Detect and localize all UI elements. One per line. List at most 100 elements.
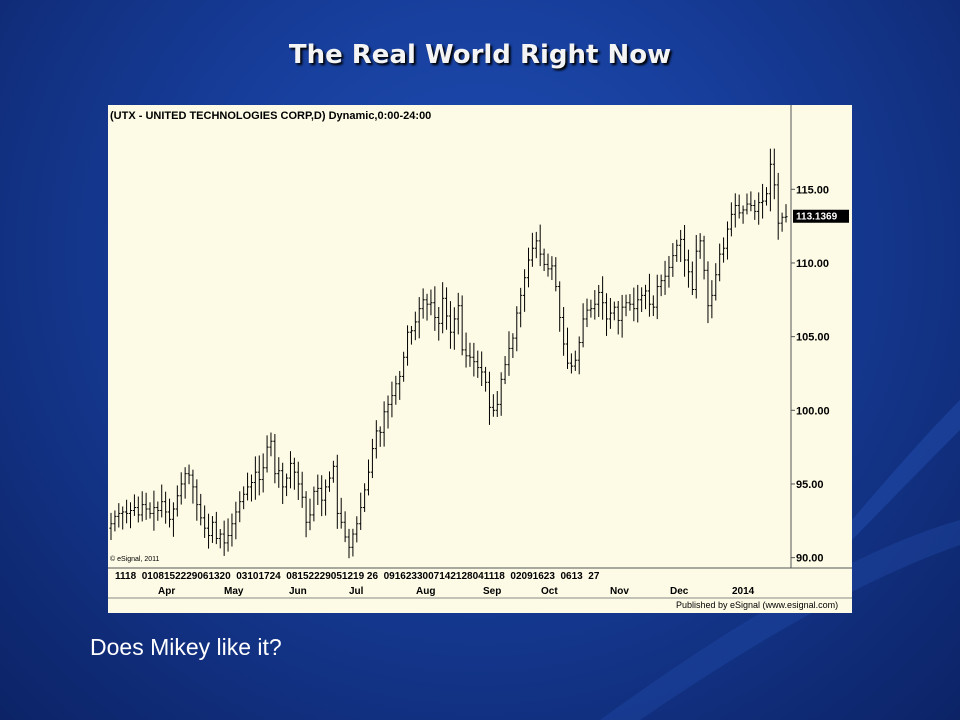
price-bar (601, 276, 605, 320)
price-bar (464, 332, 468, 368)
price-bar (253, 456, 257, 500)
price-bar (296, 461, 300, 500)
price-bar (737, 194, 741, 219)
price-bar (597, 284, 601, 317)
price-bar (312, 486, 316, 522)
price-bar (171, 502, 176, 537)
price-bar (694, 234, 698, 299)
price-bar (690, 261, 694, 296)
price-bar (448, 301, 453, 349)
x-month-label: Nov (610, 586, 629, 597)
price-bar (632, 287, 636, 322)
price-bar (503, 356, 507, 385)
price-bar (156, 501, 160, 521)
price-bar (261, 453, 265, 493)
price-bar (511, 333, 515, 358)
price-bar (593, 290, 597, 320)
price-bar (245, 472, 250, 501)
price-bar (569, 353, 574, 374)
price-bar (421, 288, 425, 319)
price-bar (234, 501, 238, 540)
price-bar (187, 464, 191, 485)
price-bar (760, 183, 765, 219)
price-bar (281, 462, 285, 505)
price-bar (612, 301, 616, 321)
price-bar (444, 287, 449, 330)
y-axis: 90.00 95.00 100.00 105.00 110.00 115.00 (791, 184, 830, 565)
price-bar (764, 187, 769, 206)
price-bar (780, 212, 784, 232)
price-bar (526, 247, 531, 288)
price-bar (749, 191, 753, 212)
price-bar (398, 370, 402, 400)
price-bar (117, 503, 121, 528)
price-bar (550, 256, 554, 281)
price-bar (363, 483, 367, 512)
price-bar (148, 502, 152, 519)
price-bar (741, 205, 745, 224)
price-bar (199, 493, 203, 526)
price-bar (206, 513, 211, 549)
price-bar (288, 451, 293, 489)
price-bar (495, 391, 499, 417)
price-bar (273, 433, 277, 484)
price-bar (132, 494, 137, 516)
price-bar (725, 221, 730, 260)
price-bar (643, 284, 648, 310)
price-bar (320, 475, 324, 517)
x-month-label: Jul (349, 586, 364, 597)
x-month-label: May (224, 586, 244, 597)
price-bar (382, 401, 386, 447)
price-bars (109, 148, 788, 559)
x-month-label: Aug (416, 586, 435, 597)
price-bar (413, 311, 417, 341)
price-bar (675, 239, 679, 262)
price-bar (394, 375, 398, 405)
x-month-label: Sep (483, 586, 501, 597)
price-bar (222, 520, 226, 556)
price-bar (183, 467, 187, 499)
price-bar (784, 204, 788, 223)
price-bar (519, 287, 523, 328)
price-bar (347, 528, 351, 559)
price-bar (265, 435, 269, 473)
price-bar (616, 300, 620, 335)
price-bar (522, 269, 527, 312)
price-bar (175, 485, 179, 517)
price-bar (359, 492, 363, 530)
chart-title: (UTX - UNITED TECHNOLOGIES CORP,D) Dynam… (110, 110, 431, 122)
price-bar (714, 263, 718, 301)
price-bar (753, 199, 757, 220)
price-bar (483, 366, 488, 392)
stock-chart: (UTX - UNITED TECHNOLOGIES CORP,D) Dynam… (108, 105, 852, 610)
price-bar (663, 260, 667, 295)
price-bar (604, 293, 609, 336)
price-bar (351, 528, 355, 557)
price-bar (308, 498, 312, 531)
price-bar (327, 471, 332, 492)
last-price-label: 113.1369 (796, 212, 838, 223)
price-bar (472, 342, 476, 377)
y-tick-label: 90.00 (796, 553, 824, 565)
price-bar (370, 438, 375, 479)
price-bar (546, 253, 550, 277)
price-bar (203, 505, 207, 538)
price-bar (292, 457, 296, 490)
y-tick-label: 95.00 (796, 479, 824, 491)
price-bar (718, 243, 722, 282)
price-bar (191, 469, 195, 504)
price-bar (152, 490, 156, 531)
price-bar (164, 491, 168, 524)
price-bar (640, 287, 644, 312)
price-bar (651, 295, 655, 317)
price-bar (218, 529, 222, 549)
price-bar (230, 513, 234, 547)
price-bar (721, 237, 726, 263)
price-bar (167, 498, 172, 528)
price-bar (667, 255, 671, 288)
price-bar (499, 372, 503, 416)
price-bar (589, 299, 593, 318)
price-bar (121, 506, 125, 530)
publisher-label: Published by eSignal (www.esignal.com) (676, 600, 838, 610)
price-bar (437, 306, 441, 341)
